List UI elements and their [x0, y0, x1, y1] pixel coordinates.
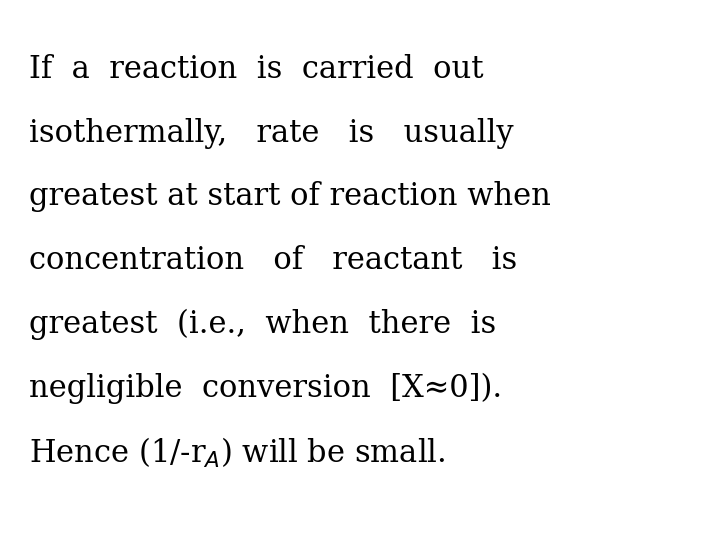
Text: greatest at start of reaction when: greatest at start of reaction when [29, 181, 551, 212]
Text: If  a  reaction  is  carried  out: If a reaction is carried out [29, 54, 483, 85]
Text: Hence (1/-r$_A$) will be small.: Hence (1/-r$_A$) will be small. [29, 436, 445, 470]
Text: negligible  conversion  [X≈0]).: negligible conversion [X≈0]). [29, 373, 502, 404]
Text: concentration   of   reactant   is: concentration of reactant is [29, 245, 517, 276]
Text: greatest  (i.e.,  when  there  is: greatest (i.e., when there is [29, 309, 496, 340]
Text: isothermally,   rate   is   usually: isothermally, rate is usually [29, 118, 513, 148]
